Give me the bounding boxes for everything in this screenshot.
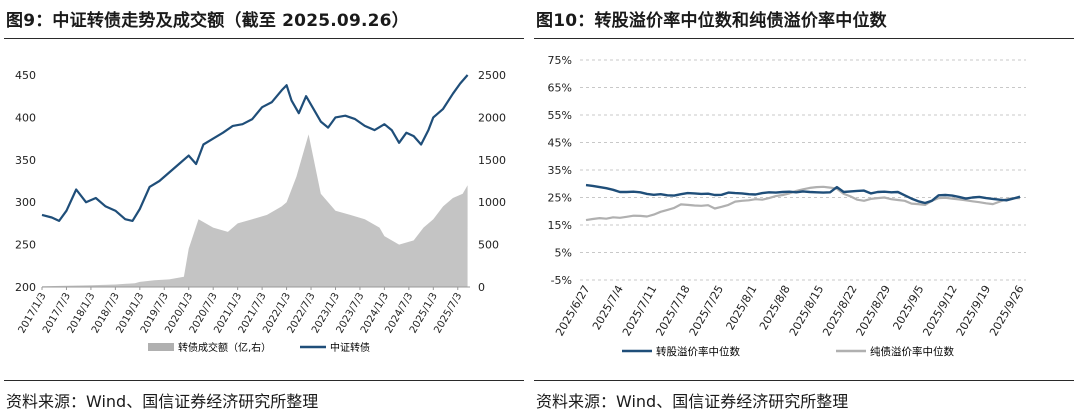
legend-swatch-turnover [148,343,174,351]
left-y-tick-400: 400 [15,111,36,124]
right-grid [580,59,1026,281]
left-y-axis-ticks: 200 250 300 350 400 450 [15,69,36,294]
right-chart: -5%5%15%25%35%45%55%65%75% 2025/6/272025… [548,54,1027,358]
left-y-tick-200: 200 [15,281,36,294]
conversion-premium-median-line [585,183,1021,205]
legend-label-conversion: 转股溢价率中位数 [656,345,740,358]
legend-label-bond: 纯债溢价率中位数 [870,345,954,358]
right-x-tick-label: 2025/8/1 [724,283,760,332]
right-x-tick-label: 2025/8/8 [757,283,793,332]
left-source-rule [4,380,524,381]
right-y-tick-1000: 1000 [478,196,506,209]
right-y-tick-label: 75% [548,54,572,67]
right-y-tick-2000: 2000 [478,111,506,124]
right-source-rule [534,380,1074,381]
right-y-axis-ticks: 0 500 1000 1500 2000 2500 [478,69,506,294]
csi-convertible-index-line [41,74,469,222]
right-source: 资料来源：Wind、国信证券经济研究所整理 [536,392,849,411]
right-y-tick-label: 5% [555,247,572,260]
right-x-tick-label: 2025/8/29 [854,283,893,338]
left-y-tick-250: 250 [15,239,36,252]
legend-label-turnover: 转债成交额（亿,右） [178,341,271,354]
bond-premium-median-line [585,185,1020,222]
right-y-tick-label: 55% [548,109,572,122]
left-legend: 转债成交额（亿,右） 中证转债 [148,341,370,354]
right-x-axis-ticks: 2025/6/272025/7/42025/7/112025/7/182025/… [553,283,1026,338]
right-title-rule [534,38,1074,39]
right-y-tick-label: 25% [548,192,572,205]
right-y-tick-1500: 1500 [478,154,506,167]
right-y-tick-label: 15% [548,219,572,232]
right-y-tick-2500: 2500 [478,69,506,82]
left-y-tick-450: 450 [15,69,36,82]
left-source: 资料来源：Wind、国信证券经济研究所整理 [6,392,319,411]
left-y-tick-350: 350 [15,154,36,167]
right-y-tick-label: 45% [548,137,572,150]
left-title-rule [4,38,524,39]
legend-label-index: 中证转债 [330,341,370,354]
right-y-tick-500: 500 [478,239,499,252]
right-y-tick-label: -5% [551,274,572,287]
left-y-tick-300: 300 [15,196,36,209]
right-x-tick-label: 2025/7/4 [590,283,626,332]
right-x-tick-label: 2025/9/26 [987,283,1026,338]
right-x-tick-label: 2025/9/5 [890,283,926,332]
right-x-tick-label: 2025/7/25 [687,283,726,338]
right-x-tick-label: 2025/6/27 [553,283,592,338]
right-y-tick-label: 65% [548,82,572,95]
right-legend: 转股溢价率中位数 纯债溢价率中位数 [622,345,954,358]
right-chart-title: 图10：转股溢价率中位数和纯债溢价率中位数 [536,11,887,31]
left-chart-title: 图9：中证转债走势及成交额（截至 2025.09.26） [6,11,409,31]
right-y-tick-0: 0 [478,281,485,294]
right-y-axis-ticks: -5% 5% 15% 25% 35% 45% 55% 65% 75% [548,54,572,287]
turnover-area [42,134,468,287]
left-x-axis-ticks: 2017/1/32017/7/32018/1/32018/7/32019/1/3… [17,287,464,335]
right-y-tick-label: 35% [548,164,572,177]
